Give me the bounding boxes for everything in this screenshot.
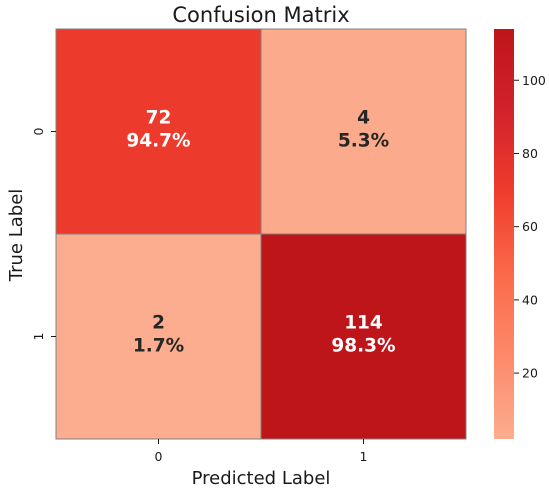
cell-percent-label: 98.3%: [331, 336, 395, 357]
cell-count-label: 4: [357, 108, 370, 129]
colorbar-tick-label: 20: [522, 366, 538, 381]
x-tick-label: 1: [360, 449, 368, 464]
cell-count-label: 114: [344, 313, 383, 334]
heatmap-cell: [260, 233, 467, 440]
heatmap-cell: [55, 28, 262, 235]
colorbar-tick-label: 80: [522, 146, 538, 161]
y-axis-ticks: 01: [31, 127, 56, 340]
y-axis-label: True Label: [6, 189, 27, 283]
y-tick-label: 0: [31, 127, 46, 135]
cell-count-label: 2: [152, 313, 165, 334]
heatmap-cells: [55, 28, 467, 440]
colorbar: [494, 29, 514, 439]
cell-percent-label: 1.7%: [133, 336, 184, 357]
cell-percent-label: 5.3%: [338, 131, 389, 152]
colorbar-tick-label: 60: [522, 219, 538, 234]
chart-title: Confusion Matrix: [172, 3, 349, 27]
x-tick-label: 0: [155, 449, 163, 464]
colorbar-tick-label: 40: [522, 292, 538, 307]
colorbar-ticks: 20 40 60 80 100: [514, 73, 546, 381]
y-tick-label: 1: [31, 333, 46, 341]
cell-percent-label: 94.7%: [126, 131, 190, 152]
colorbar-tick-label: 100: [522, 73, 546, 88]
x-axis-label: Predicted Label: [192, 468, 331, 489]
heatmap-cell: [260, 28, 467, 235]
heatmap-cell: [55, 233, 262, 440]
cell-count-label: 72: [146, 108, 172, 129]
